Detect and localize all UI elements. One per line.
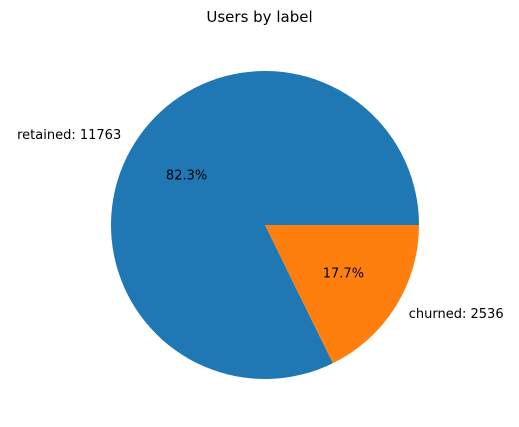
pie-slices <box>110 70 419 379</box>
pie-slice-churned <box>265 225 419 364</box>
pie-category-label-retained: retained: 11763 <box>17 128 121 143</box>
pie-percent-label-retained: 82.3% <box>166 169 207 184</box>
pie-category-label-churned: churned: 2536 <box>409 307 504 322</box>
pie-slice-retained <box>110 70 419 379</box>
pie-percent-label-churned: 17.7% <box>323 266 364 281</box>
chart-title: Users by label <box>206 8 313 26</box>
pie-labels: 82.3% retained: 11763 17.7% churned: 2536 <box>17 128 503 322</box>
